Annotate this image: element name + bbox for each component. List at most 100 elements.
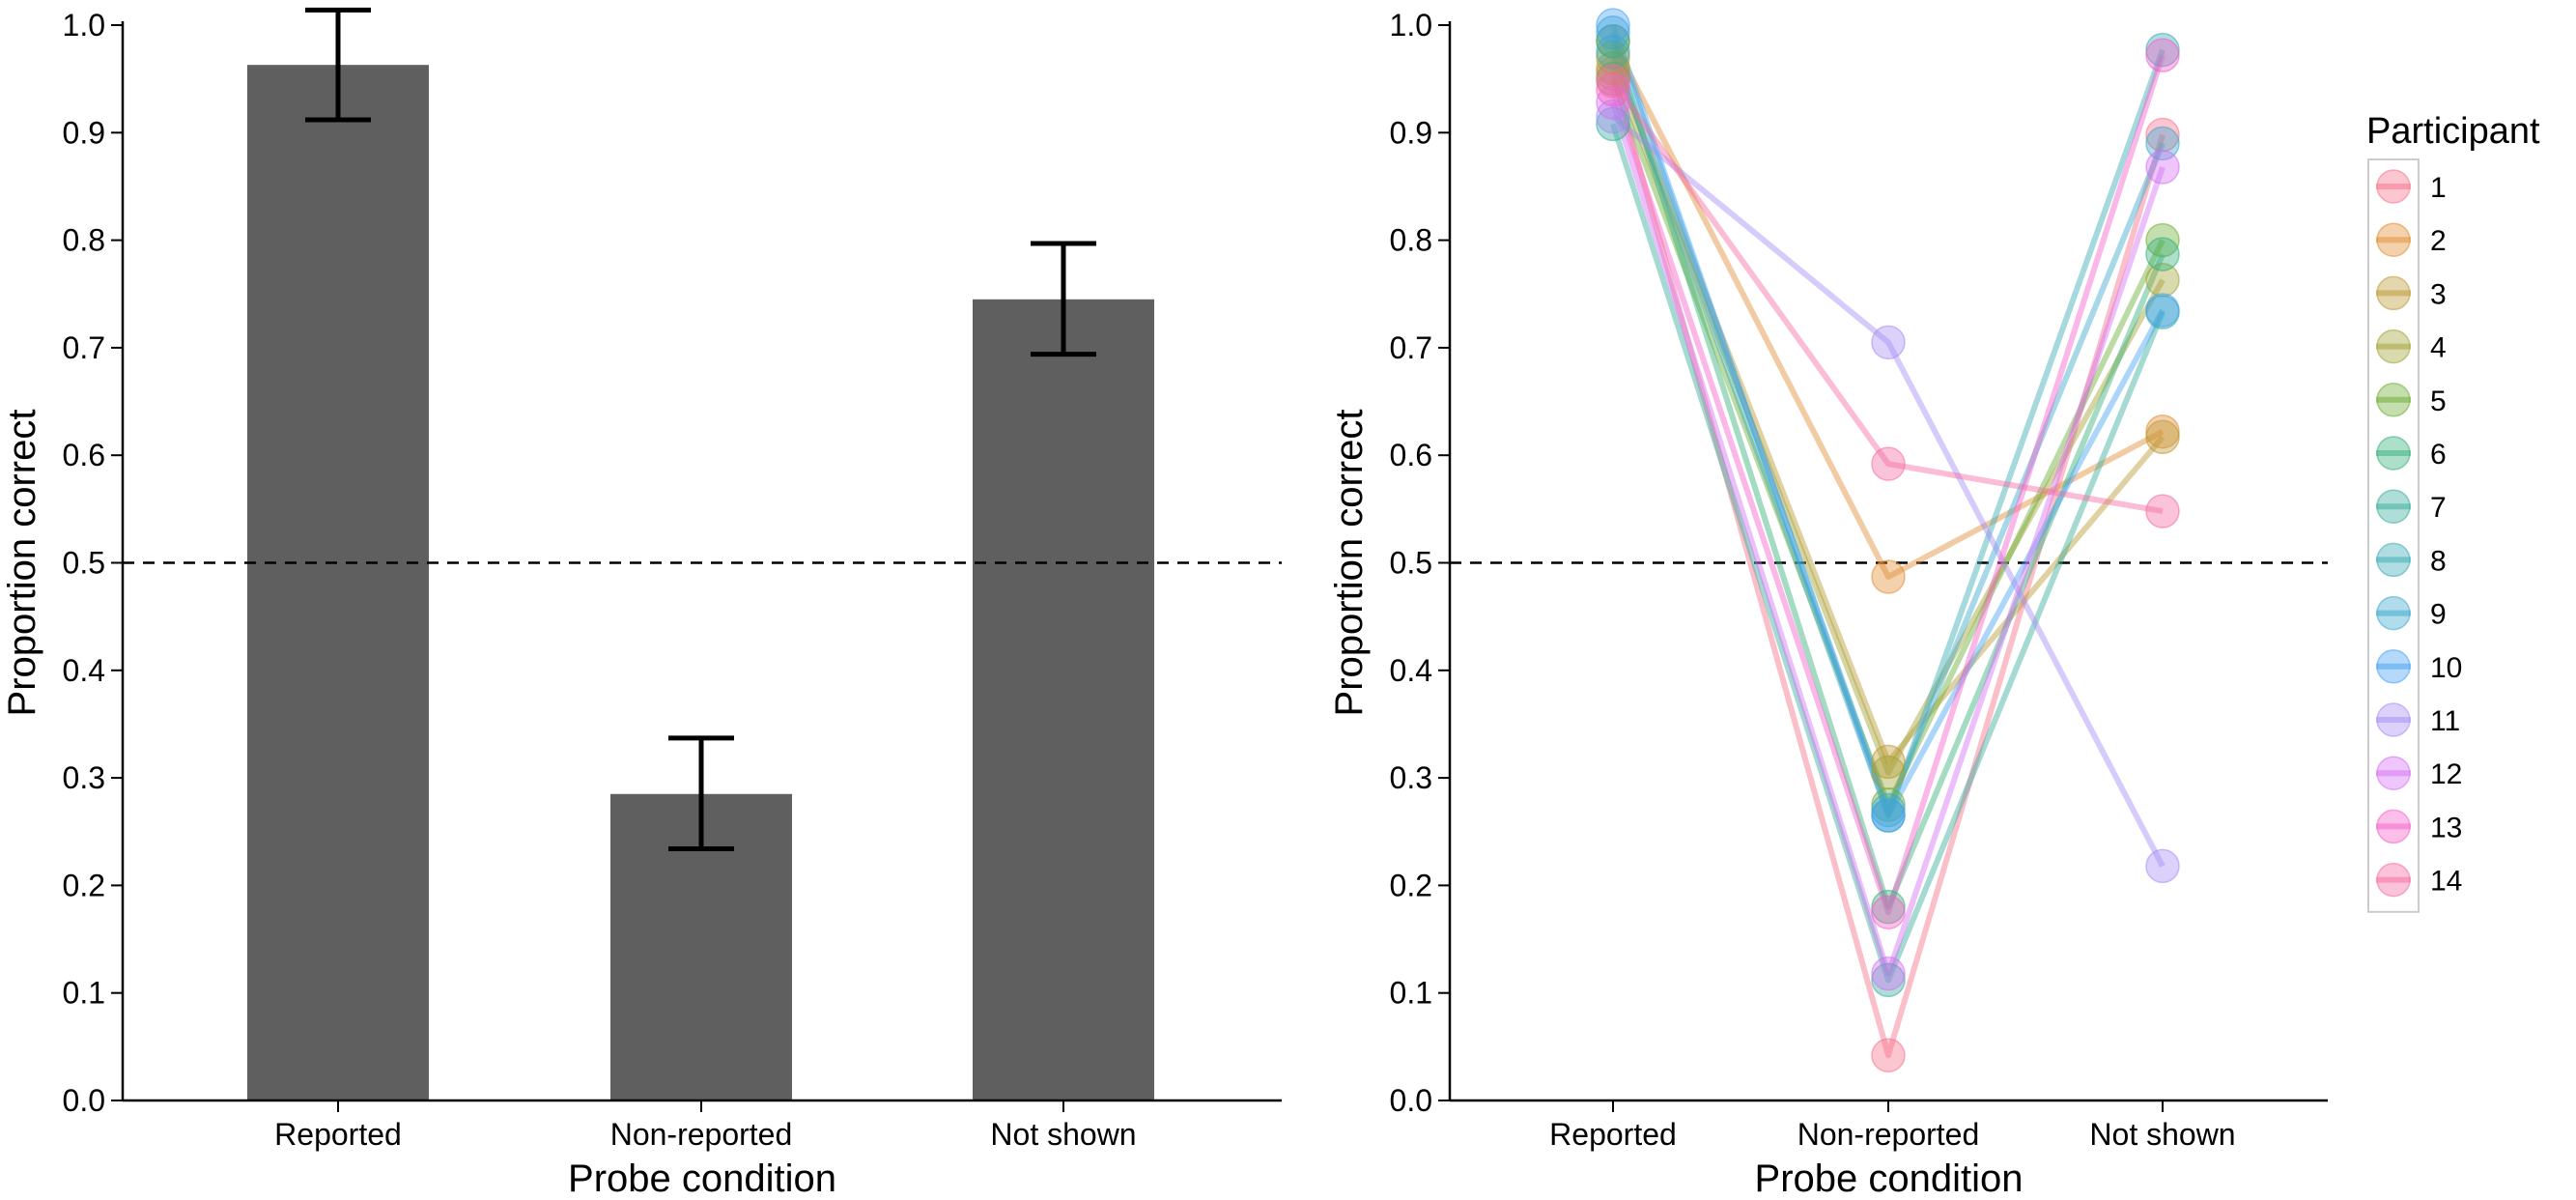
series-line-participant-13 — [1610, 54, 2166, 916]
legend-marker — [2376, 649, 2411, 684]
y-tick-label: 0.3 — [1390, 760, 1432, 795]
point-participant-11-non-reported — [1871, 325, 1906, 360]
legend-marker — [2376, 275, 2411, 311]
point-participant-10-non-reported — [1871, 798, 1906, 833]
point-participant-9-reported — [1596, 15, 1630, 50]
point-participant-9-not-shown — [2145, 126, 2180, 161]
legend-frame — [2367, 158, 2420, 913]
series-points — [1596, 8, 2180, 1073]
point-participant-13-reported — [1596, 72, 1630, 107]
legend-label: 13 — [2430, 812, 2462, 843]
point-participant-14-not-shown — [2145, 494, 2180, 529]
legend-item: 9 — [2376, 595, 2447, 631]
legend-marker — [2376, 436, 2411, 471]
x-axis-label: Probe condition — [1755, 1157, 2024, 1200]
y-tick-label: 0.1 — [1390, 976, 1432, 1011]
legend-label: 6 — [2430, 439, 2447, 471]
y-tick-label: 0.9 — [1390, 115, 1432, 150]
legend-marker — [2376, 595, 2411, 631]
legend-item: 13 — [2376, 809, 2462, 844]
x-tick-label: Non-reported — [610, 1117, 793, 1152]
x-axis-label: Probe condition — [568, 1157, 836, 1200]
y-axis-label: Proportion correct — [1, 410, 43, 717]
y-tick-label: 0.9 — [63, 115, 105, 150]
legend-marker — [2376, 702, 2411, 737]
series-line-participant-12 — [1610, 101, 2166, 977]
x-tick-label: Not shown — [990, 1117, 1136, 1152]
point-participant-6-not-shown — [2145, 237, 2180, 271]
legend-label: 2 — [2430, 225, 2447, 257]
legend-item: 10 — [2376, 649, 2462, 684]
series-line-participant-1 — [1610, 72, 2166, 1059]
legend-label: 5 — [2430, 386, 2447, 417]
y-tick-label: 0.4 — [63, 653, 105, 688]
legend-marker — [2376, 862, 2411, 898]
legend-marker — [2376, 489, 2411, 524]
legend-label: 1 — [2430, 172, 2447, 204]
point-participant-5-not-shown — [2145, 222, 2180, 258]
point-participant-8-reported — [1596, 35, 1630, 70]
bar-not-shown — [973, 299, 1154, 1100]
series-line-participant-3 — [1610, 56, 2166, 765]
series-line-participant-5 — [1610, 77, 2166, 808]
y-tick-label: 1.0 — [63, 8, 105, 43]
series-line-participant-9 — [1610, 31, 2166, 814]
legend-item: 8 — [2376, 542, 2447, 577]
legend-item: 3 — [2376, 275, 2447, 311]
point-participant-10-not-shown — [2145, 293, 2180, 328]
y-tick-label: 0.2 — [1390, 868, 1432, 902]
y-tick-label: 0.2 — [63, 868, 105, 902]
legend-item: 5 — [2376, 383, 2447, 417]
series-line-participant-14 — [1610, 79, 2164, 515]
point-participant-13-not-shown — [2145, 38, 2180, 72]
point-participant-2-non-reported — [1871, 559, 1906, 594]
legend-item: 12 — [2376, 756, 2462, 790]
series-line-participant-11 — [1611, 114, 2166, 868]
y-tick-label: 0.0 — [1390, 1083, 1432, 1118]
y-tick-label: 0.5 — [63, 546, 105, 581]
y-tick-label: 0.7 — [63, 330, 105, 365]
point-participant-14-reported — [1596, 64, 1630, 99]
y-tick-label: 0.6 — [1390, 438, 1432, 472]
legend-marker — [2376, 809, 2411, 844]
point-participant-12-not-shown — [2145, 150, 2180, 185]
legend-item: 2 — [2376, 222, 2447, 257]
series-line-participant-8 — [1610, 48, 2166, 819]
series-line-participant-2 — [1610, 40, 2165, 580]
point-participant-14-non-reported — [1871, 446, 1906, 481]
legend-label: 14 — [2430, 866, 2462, 898]
x-tick-label: Non-reported — [1798, 1117, 1980, 1152]
legend-item: 14 — [2376, 862, 2462, 898]
point-participant-11-reported — [1596, 99, 1630, 134]
point-participant-11-not-shown — [2145, 848, 2180, 884]
y-tick-label: 0.3 — [63, 760, 105, 795]
legend-label: 7 — [2430, 492, 2447, 524]
legend-marker — [2376, 329, 2411, 364]
point-participant-7-reported — [1596, 106, 1630, 142]
legend-item: 11 — [2376, 702, 2460, 737]
point-participant-3-not-shown — [2145, 419, 2180, 455]
legend-title: Participant — [2366, 111, 2540, 152]
x-tick-label: Reported — [1549, 1117, 1677, 1152]
y-tick-label: 0.6 — [63, 438, 105, 472]
y-axis-label: Proportion correct — [1328, 410, 1371, 717]
legend-marker — [2376, 383, 2411, 417]
series-line-participant-10 — [1610, 24, 2166, 819]
legend-label: 4 — [2430, 332, 2447, 364]
legend-marker — [2376, 756, 2411, 790]
point-participant-12-reported — [1596, 85, 1630, 120]
bar-chart-panel: 0.0 0.1 0.2 0.3 0.4 0.5 0.6 0.7 0.8 0.9 1.0 Reporte… — [1, 7, 1282, 1200]
x-tick-label: Not shown — [2089, 1117, 2235, 1152]
y-tick-label: 0.0 — [63, 1083, 105, 1118]
point-participant-10-reported — [1596, 8, 1630, 43]
point-participant-1-non-reported — [1871, 1038, 1906, 1073]
legend-label: 3 — [2430, 278, 2447, 310]
x-tick-label: Reported — [274, 1117, 402, 1152]
point-participant-3-non-reported — [1871, 744, 1906, 780]
legend-label: 10 — [2430, 652, 2462, 684]
legend-marker — [2376, 169, 2411, 204]
y-tick-label: 0.7 — [1390, 330, 1432, 365]
y-tick-label: 0.4 — [1390, 653, 1432, 688]
legend-label: 11 — [2430, 705, 2460, 737]
